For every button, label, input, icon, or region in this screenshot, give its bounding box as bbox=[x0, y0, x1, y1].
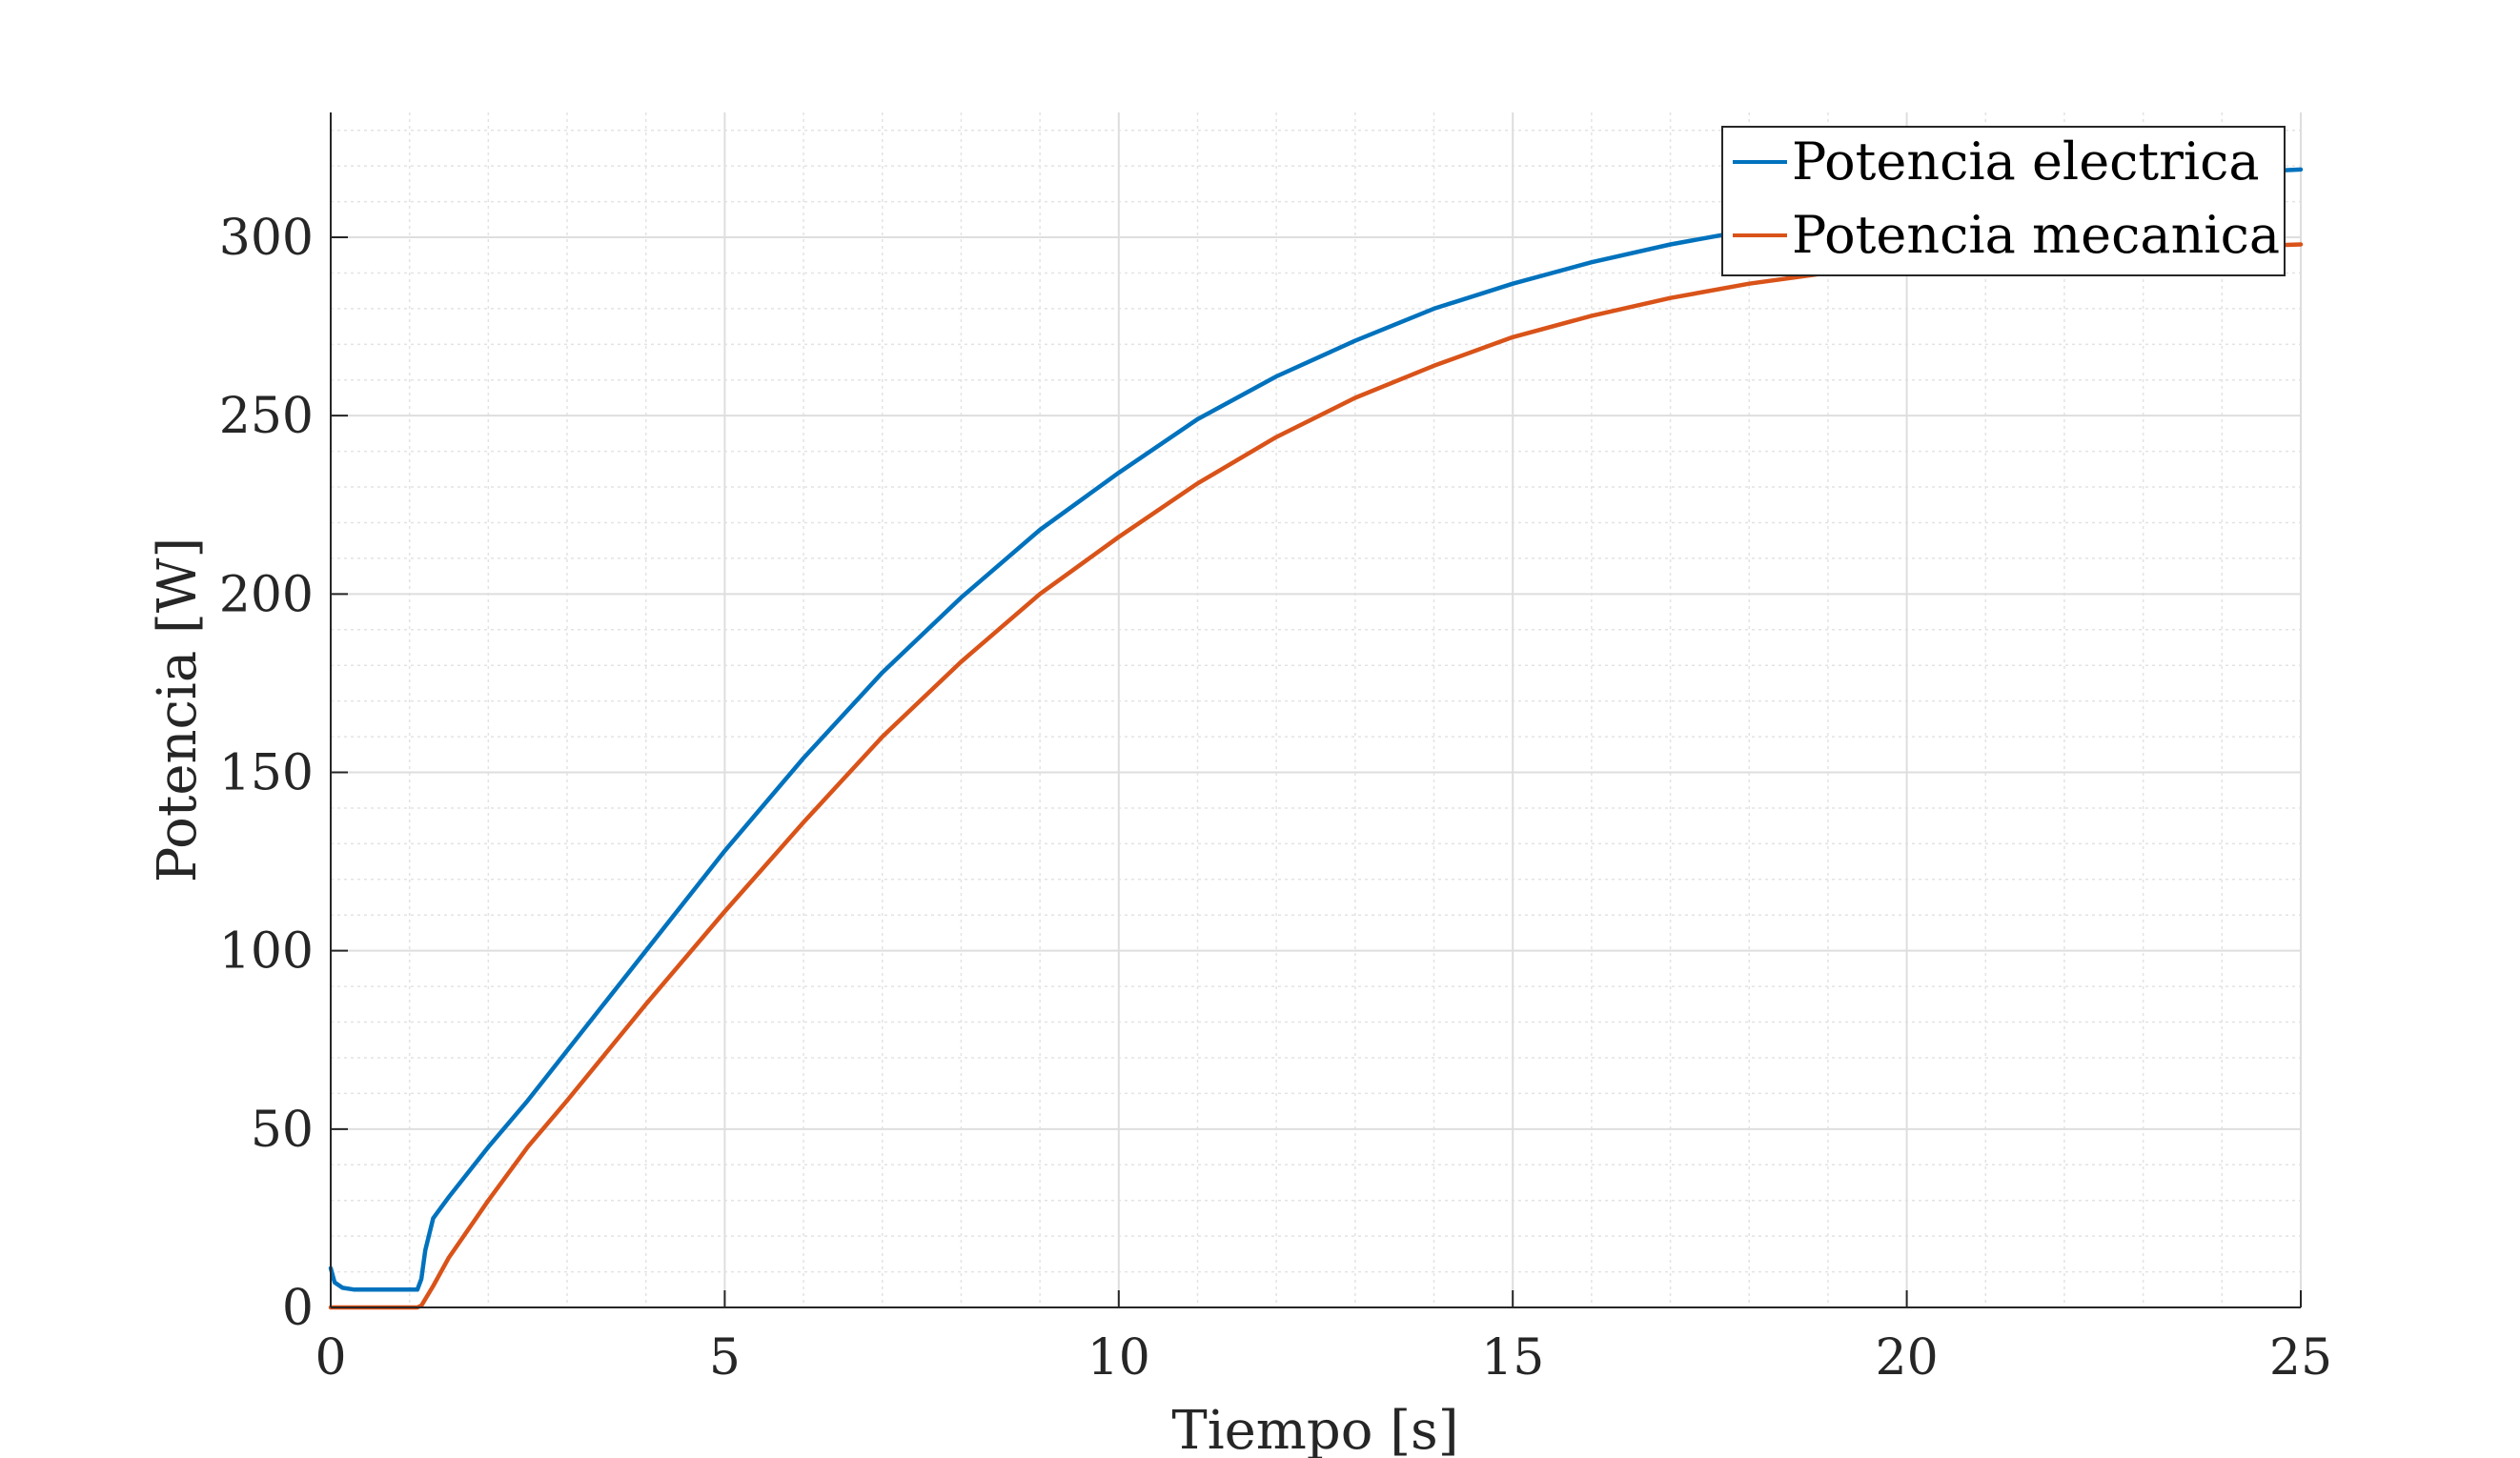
x-tick-label: 5 bbox=[709, 1329, 741, 1387]
y-tick-label: 50 bbox=[251, 1102, 314, 1159]
y-tick-label: 200 bbox=[219, 566, 314, 623]
axes bbox=[330, 112, 2302, 1308]
legend: Potencia electrica Potencia mecanica bbox=[1721, 126, 2286, 276]
legend-label-potencia-mecanica: Potencia mecanica bbox=[1792, 205, 2280, 265]
y-tick-label: 0 bbox=[282, 1280, 314, 1337]
plot-background bbox=[331, 112, 2301, 1307]
x-tick-label: 0 bbox=[315, 1329, 346, 1387]
legend-box bbox=[1721, 126, 2286, 276]
x-tick-label: 20 bbox=[1876, 1329, 1939, 1387]
y-tick-label: 250 bbox=[219, 388, 314, 445]
x-tick-label: 10 bbox=[1087, 1329, 1150, 1387]
minor-grid bbox=[331, 112, 2301, 1307]
x-tick-label: 25 bbox=[2269, 1329, 2332, 1387]
y-tick-label: 300 bbox=[219, 210, 314, 267]
y-axis-label: Potencia [W] bbox=[147, 537, 209, 883]
y-tick-label: 150 bbox=[219, 745, 314, 802]
x-axis-label: Tiempo [s] bbox=[1171, 1400, 1458, 1458]
x-tick-label: 15 bbox=[1481, 1329, 1544, 1387]
y-tick-label: 100 bbox=[219, 923, 314, 981]
legend-label-potencia-electrica: Potencia electrica bbox=[1792, 132, 2260, 192]
